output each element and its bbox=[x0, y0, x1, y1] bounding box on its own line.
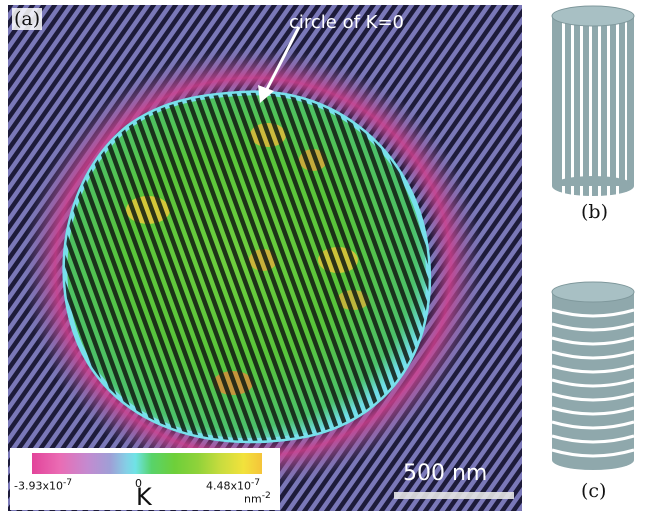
colorbar-zero-label: 0 bbox=[135, 477, 142, 490]
cylinder-vertical-stripes bbox=[551, 5, 635, 198]
annotation-circle-k0: circle of K=0 bbox=[289, 12, 405, 33]
panel-label-b: (b) bbox=[581, 201, 608, 223]
panel-label-a: (a) bbox=[12, 8, 43, 30]
colorbar-min-label: -3.93x10-7 bbox=[14, 477, 73, 493]
colorbar-gradient bbox=[32, 453, 262, 474]
colorbar-legend: -3.93x10-7 0 4.48x10-7 K nm-2 bbox=[10, 448, 280, 511]
cylinder-horizontal-stripes bbox=[551, 281, 635, 470]
colorbar-max-label: 4.48x10-7 bbox=[206, 477, 261, 493]
colorbar-unit: nm-2 bbox=[244, 490, 271, 506]
curvature-map-image bbox=[8, 5, 522, 511]
colorbar-variable: K bbox=[136, 483, 152, 511]
scale-bar-label: 500 nm bbox=[403, 461, 488, 486]
panel-label-c: (c) bbox=[581, 480, 607, 502]
scale-bar bbox=[394, 492, 514, 499]
curvature-map-panel bbox=[8, 5, 522, 511]
